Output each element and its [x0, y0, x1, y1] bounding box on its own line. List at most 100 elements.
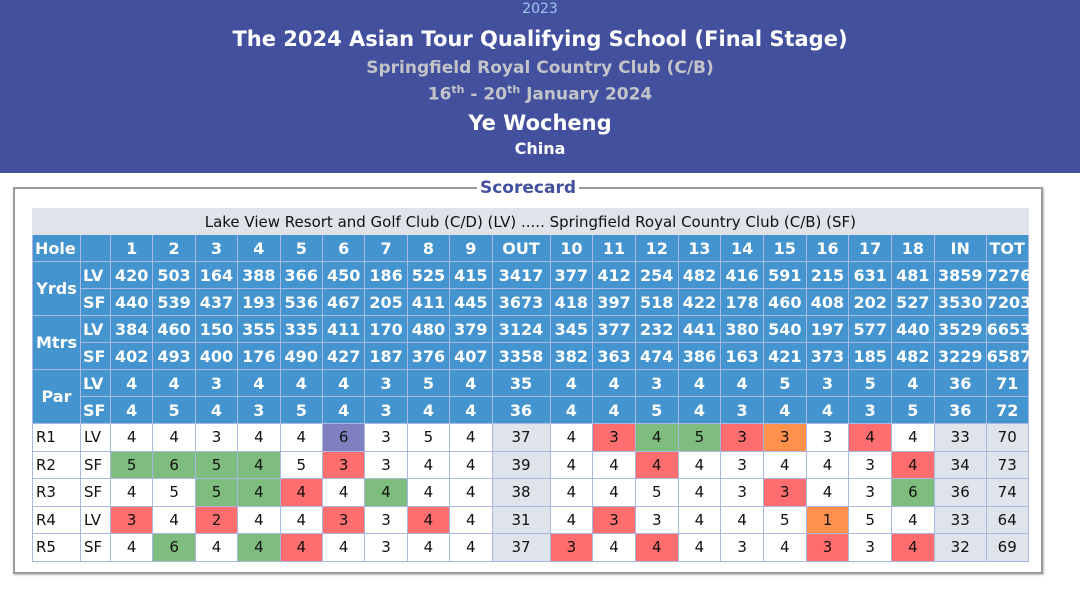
- info-cell: 4: [237, 369, 281, 397]
- info-cell: 527: [891, 288, 935, 316]
- round-total-cell: 73: [985, 450, 1029, 479]
- info-cell: 5: [152, 396, 196, 424]
- scorecard-legend: Scorecard: [479, 178, 576, 198]
- info-cell: 3529: [933, 315, 987, 343]
- course-code: LV: [80, 369, 111, 397]
- info-cell: 35: [491, 369, 551, 397]
- info-cell: 4: [720, 369, 764, 397]
- info-cell: 4: [549, 369, 594, 397]
- info-cell: 254: [634, 261, 679, 289]
- score-cell: 4: [279, 478, 323, 507]
- hole-header-cell: 13: [677, 234, 722, 262]
- hole-header-cell: 9: [449, 234, 493, 262]
- score-cell: 4: [194, 533, 239, 562]
- info-row-mtrs-lv: Mtrs LV 384 460 150 355 335 411 170 480 379 3124 345…: [32, 315, 1031, 370]
- info-cell: 5: [279, 396, 323, 424]
- info-cell: 373: [805, 342, 850, 370]
- info-cell: 418: [549, 288, 594, 316]
- hole-header-cell: 10: [549, 234, 594, 262]
- score-cell: 3: [592, 505, 636, 534]
- hole-header-cell: 17: [848, 234, 893, 262]
- info-cell: 187: [364, 342, 408, 370]
- info-cell: 411: [321, 315, 366, 343]
- info-label: Yrds: [32, 261, 81, 316]
- info-cell: 197: [805, 315, 850, 343]
- score-cell: 6: [321, 423, 366, 452]
- score-cell: 4: [321, 478, 366, 507]
- info-cell: 631: [848, 261, 893, 289]
- info-cell: 170: [364, 315, 408, 343]
- info-cell: 3: [237, 396, 281, 424]
- score-cell: 4: [805, 450, 850, 479]
- score-cell: 5: [406, 423, 451, 452]
- round-total-cell: 36: [933, 478, 987, 507]
- round-row-r2: R2 SF 5 6 5 4 5 3 3 4 4 39 4 4 4 4 3 4 4 3 4 34 73: [32, 450, 1029, 479]
- player-name: Ye Wocheng: [468, 111, 612, 135]
- hole-header-cell: 4: [237, 234, 281, 262]
- score-cell: 5: [194, 478, 239, 507]
- score-cell: 4: [720, 505, 764, 534]
- score-cell: 3: [848, 478, 893, 507]
- score-cell: 3: [109, 505, 154, 534]
- score-cell: 4: [279, 533, 323, 562]
- round-total-cell: 33: [933, 423, 987, 452]
- info-cell: 5: [406, 369, 451, 397]
- info-cell: 176: [237, 342, 281, 370]
- round-total-cell: 33: [933, 505, 987, 534]
- info-cell: 503: [152, 261, 196, 289]
- round-total-cell: 70: [985, 423, 1029, 452]
- info-cell: 518: [634, 288, 679, 316]
- info-cell: 3: [634, 369, 679, 397]
- score-cell: 4: [762, 533, 807, 562]
- score-cell: 4: [406, 533, 451, 562]
- round-row-r3: R3 SF 4 5 5 4 4 4 4 4 4 38 4 4 5 4 3 3 4 3 6 36 74: [32, 478, 1029, 507]
- courses-label: Lake View Resort and Golf Club (C/D) (LV…: [32, 208, 1029, 235]
- event-banner: 2023 The 2024 Asian Tour Qualifying Scho…: [0, 0, 1080, 173]
- info-cell: 36: [491, 396, 551, 424]
- player-country: China: [514, 139, 566, 158]
- score-cell: 4: [449, 533, 493, 562]
- round-total-cell: 39: [491, 450, 551, 479]
- score-cell: 4: [406, 505, 451, 534]
- score-cell: 4: [237, 533, 281, 562]
- score-cell: 4: [406, 450, 451, 479]
- score-cell: 6: [152, 533, 196, 562]
- info-label: Par: [32, 369, 81, 424]
- info-cell: 440: [891, 315, 935, 343]
- hole-header-cell: TOT: [985, 234, 1029, 262]
- info-cell: 205: [364, 288, 408, 316]
- score-cell: 4: [152, 505, 196, 534]
- info-cell: 386: [677, 342, 722, 370]
- score-cell: 3: [720, 450, 764, 479]
- info-cell: 450: [321, 261, 366, 289]
- hole-header-cell: 14: [720, 234, 764, 262]
- score-cell: 1: [805, 505, 850, 534]
- info-cell: 6587: [985, 342, 1031, 370]
- round-total-cell: 69: [985, 533, 1029, 562]
- score-cell: 4: [152, 423, 196, 452]
- info-cell: 215: [805, 261, 850, 289]
- score-cell: 4: [677, 533, 722, 562]
- hole-header-cell: 7: [364, 234, 408, 262]
- info-cell: 412: [592, 261, 636, 289]
- event-dates: 16th - 20th January 2024: [427, 83, 653, 105]
- score-cell: 3: [805, 533, 850, 562]
- score-cell: 4: [109, 533, 154, 562]
- score-cell: 4: [321, 533, 366, 562]
- score-cell: 5: [677, 423, 722, 452]
- hole-header-cell: OUT: [491, 234, 551, 262]
- score-cell: 4: [677, 478, 722, 507]
- info-cell: 355: [237, 315, 281, 343]
- round-total-cell: 34: [933, 450, 987, 479]
- info-cell: 3358: [491, 342, 551, 370]
- info-row-par-sf: SF 4 5 4 3 5 4 3 4 4 36 4 4 5 4 3 4 4 3 5 36 72: [33, 396, 1029, 424]
- hole-header-cell: [80, 234, 111, 262]
- info-cell: 164: [194, 261, 239, 289]
- score-cell: 3: [720, 478, 764, 507]
- score-cell: 4: [891, 533, 935, 562]
- info-cell: 422: [677, 288, 722, 316]
- score-cell: 5: [152, 478, 196, 507]
- info-cell: 7203: [985, 288, 1031, 316]
- score-cell: 3: [805, 423, 850, 452]
- info-cell: 525: [406, 261, 451, 289]
